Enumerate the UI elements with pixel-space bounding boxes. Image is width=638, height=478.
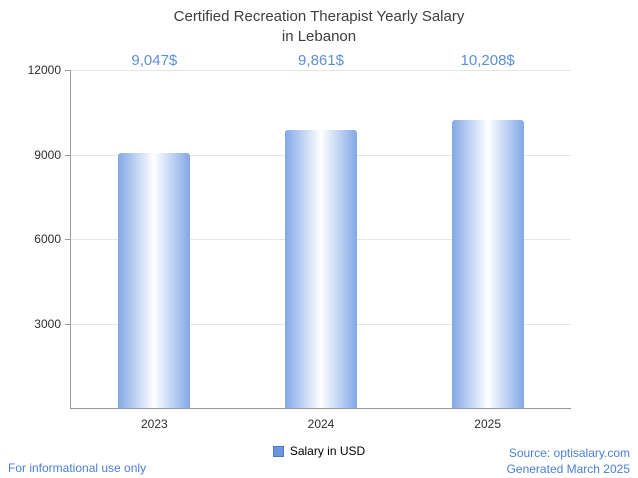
bar-value-label: 9,861$ <box>298 52 344 69</box>
bar-value-label: 10,208$ <box>460 52 515 69</box>
footer-disclaimer: For informational use only <box>8 461 147 475</box>
legend-swatch-icon <box>272 445 284 457</box>
x-tick-label: 2025 <box>474 417 502 431</box>
y-tick-label: 3000 <box>34 316 61 331</box>
y-axis-tick <box>65 239 71 240</box>
legend-label: Salary in USD <box>289 444 366 458</box>
y-axis-tick <box>65 323 71 325</box>
chart-title: Certified Recreation Therapist Yearly Sa… <box>0 7 638 46</box>
gridline <box>71 70 571 71</box>
bar-value-label: 9,047$ <box>131 52 178 69</box>
footer-source: Source: optisalary.com <box>508 446 630 460</box>
bar <box>451 120 524 408</box>
plot-area: 3000 6000 9000 12000 9,047$ 2023 9,861$ 2024 10,… <box>28 52 571 431</box>
x-tick-label: 2024 <box>307 417 335 431</box>
footer-generated: Generated March 2025 <box>506 461 630 476</box>
y-tick-label: 6000 <box>34 232 61 246</box>
legend: Salary in USD <box>0 444 638 458</box>
x-tick-label: 2023 <box>140 417 168 431</box>
y-axis-tick <box>65 70 71 71</box>
footer-credits: Source: optisalary.com Generated March 2… <box>507 446 630 477</box>
chart-title-line2: in Lebanon <box>281 27 357 45</box>
chart-title-line1: Certified Recreation Therapist Yearly Sa… <box>173 8 465 25</box>
bar <box>118 153 191 408</box>
bar <box>285 130 357 408</box>
y-tick-label: 12000 <box>27 63 61 77</box>
y-tick-label: 9000 <box>34 147 61 162</box>
y-axis-tick <box>65 154 71 156</box>
